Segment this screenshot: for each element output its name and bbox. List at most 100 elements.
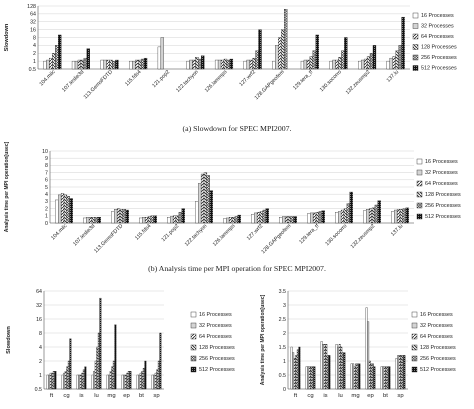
bar-16-processes: [83, 217, 87, 224]
y-axis-title: Slowdown: [6, 326, 12, 354]
bar-64-processes: [308, 366, 311, 390]
bar-64-processes: [392, 56, 396, 70]
bar-256-processes: [67, 360, 70, 390]
bar-256-processes: [150, 215, 154, 224]
x-tick-label: 130.socorro: [324, 223, 348, 247]
bar-512-processes: [298, 346, 301, 390]
bar-128-processes: [399, 209, 404, 224]
legend-label: 32 Processes: [421, 24, 454, 30]
bar-128-processes: [195, 57, 199, 70]
bar-32-processes: [307, 366, 310, 390]
bar-512-processes: [69, 198, 73, 224]
x-tick-label: sp: [397, 393, 404, 399]
y-tick-label: 2: [33, 51, 36, 57]
bar-256-processes: [66, 196, 70, 224]
bar-32-processes: [189, 59, 193, 70]
x-tick-label: 128.GAPgeofem: [260, 223, 292, 255]
bar-16-processes: [329, 60, 333, 70]
caption-a: (a) Slowdown for SPEC MPI2007.: [183, 124, 292, 133]
legend-label: 16 Processes: [199, 312, 232, 318]
legend-label: 64 Processes: [199, 334, 232, 340]
bar-128-processes: [66, 366, 69, 390]
bar-512-processes: [86, 48, 90, 70]
bar-32-processes: [360, 59, 365, 70]
bar-32-processes: [310, 212, 314, 224]
bar-16-processes: [386, 60, 390, 70]
bar-64-processes: [135, 59, 139, 70]
x-tick-label: ep: [367, 393, 374, 399]
x-tick-label: 107.leslie3d: [72, 223, 96, 247]
bar-16-processes: [157, 46, 162, 70]
bar-64-processes: [363, 58, 368, 70]
bar-256-processes: [142, 368, 145, 390]
bar-128-processes: [137, 59, 142, 70]
bar-256-processes: [83, 57, 88, 70]
bar-512-processes: [313, 366, 316, 390]
y-axis-title: Slowdown: [4, 23, 10, 51]
bar-512-processes: [144, 360, 147, 390]
legend-swatch: [411, 311, 418, 318]
legend-label: 512 Processes: [420, 367, 456, 373]
bar-64-processes: [154, 372, 157, 390]
legend-label: 512 Processes: [421, 66, 457, 72]
bar-128-processes: [126, 372, 129, 390]
bar-64-processes: [172, 215, 177, 224]
bar-32-processes: [160, 37, 164, 70]
legend-label: 256 Processes: [421, 55, 457, 61]
legend-swatch: [190, 311, 197, 318]
bar-16-processes: [380, 366, 383, 390]
bar-128-processes: [338, 57, 342, 70]
bar-128-processes: [109, 59, 113, 70]
legend-label: 128 Processes: [425, 192, 461, 198]
bar-16-processes: [195, 201, 199, 224]
bar-128-processes: [91, 217, 96, 224]
legend-swatch: [412, 33, 419, 40]
bar-256-processes: [341, 50, 345, 70]
bar-128-processes: [156, 369, 159, 390]
y-tick-label: 32: [36, 303, 42, 309]
y-tick-label: 7: [45, 170, 48, 176]
bar-512-processes: [237, 214, 241, 224]
legend-swatch: [416, 180, 423, 187]
bar-32-processes: [132, 60, 136, 70]
bar-256-processes: [178, 212, 182, 224]
y-tick-label: 0.5: [35, 387, 42, 393]
bar-64-processes: [338, 344, 341, 390]
bar-64-processes: [144, 217, 149, 224]
bar-128-processes: [80, 59, 85, 70]
caption-b: (b) Analysis time per MPI operation for …: [148, 264, 326, 273]
bar-128-processes: [51, 372, 54, 390]
bar-64-processes: [88, 217, 93, 224]
bar-128-processes: [52, 53, 56, 70]
bar-256-processes: [55, 45, 59, 70]
legend-label: 128 Processes: [199, 345, 235, 351]
bar-32-processes: [198, 183, 202, 224]
bar-128-processes: [252, 57, 256, 70]
x-tick-label: 104.milc: [39, 69, 57, 87]
legend-swatch: [411, 333, 418, 340]
bar-256-processes: [97, 332, 100, 390]
bar-32-processes: [93, 371, 96, 390]
bar-512-processes: [349, 191, 353, 224]
bar-64-processes: [228, 217, 233, 224]
bar-256-processes: [318, 211, 322, 224]
bar-16-processes: [335, 212, 339, 224]
bar-64-processes: [368, 360, 371, 390]
x-tick-label: 137.lu: [390, 223, 404, 237]
bar-32-processes: [74, 60, 79, 70]
y-tick-label: 10: [42, 149, 48, 155]
bar-256-processes: [290, 216, 294, 224]
bar-512-processes: [201, 55, 205, 70]
bar-128-processes: [371, 207, 376, 224]
y-tick-label: 128: [27, 4, 36, 10]
x-tick-label: 128.GAPgeofem: [254, 69, 286, 101]
x-tick-label: is: [79, 393, 83, 399]
y-tick-label: 4: [33, 43, 36, 49]
bar-512-processes: [125, 209, 129, 224]
x-tick-label: cg: [63, 393, 69, 399]
bar-256-processes: [52, 371, 55, 390]
bar-256-processes: [386, 366, 389, 390]
bar-32-processes: [322, 344, 325, 390]
bar-32-processes: [275, 45, 279, 70]
y-tick-label: 4: [45, 192, 48, 198]
